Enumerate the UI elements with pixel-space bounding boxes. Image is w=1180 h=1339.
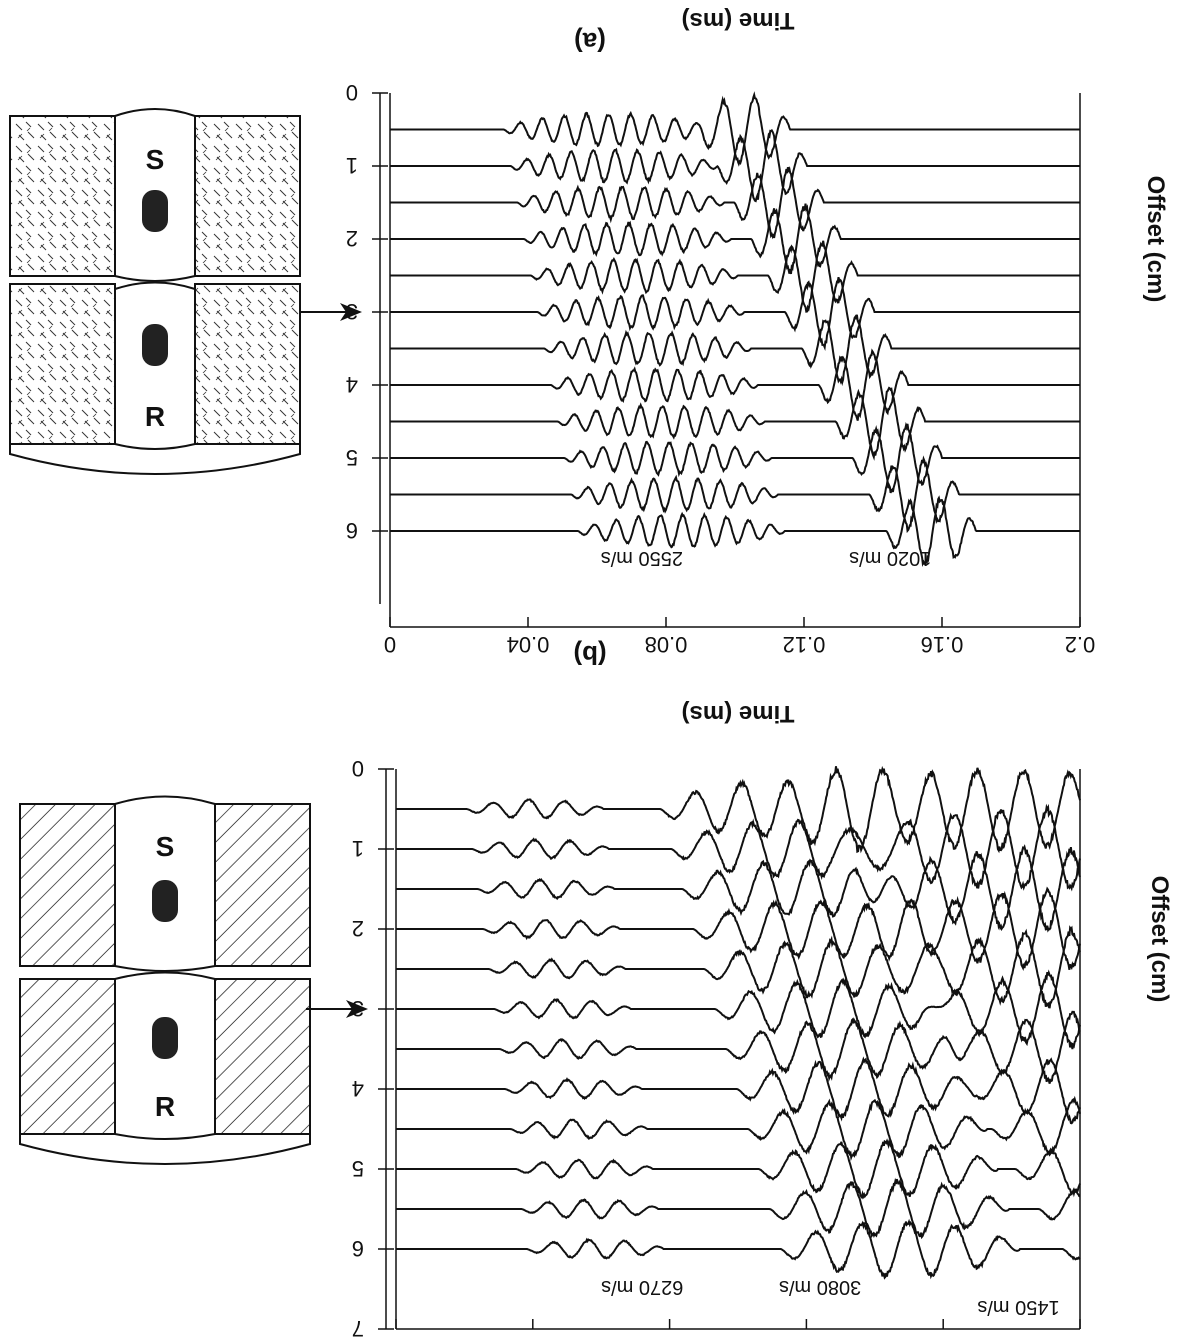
offset-tick-label: 5 xyxy=(352,1156,364,1181)
offset-tick-label: 6 xyxy=(346,518,358,543)
panel-b-formation-right-upper xyxy=(9,115,116,277)
panel-a-source-transducer xyxy=(152,880,178,922)
panel-a-label: (a) xyxy=(574,27,606,57)
offset-tick-label: 4 xyxy=(346,372,358,397)
panel-b-label: (b) xyxy=(573,640,606,670)
panel-b-plot-frame xyxy=(389,93,1081,628)
time-tick-label: 0 xyxy=(390,1334,402,1339)
waveform-trace xyxy=(390,240,1080,313)
time-tick-label: 0.2 xyxy=(1065,632,1096,657)
panel-b-ylabel: Offset (cm) xyxy=(1146,876,1173,1003)
panel-a-velocity-labels: 6270 m/s 3080 m/s 1450 m/s xyxy=(601,1276,1059,1318)
waveform-trace xyxy=(396,1218,1081,1280)
panel-b-tool-diagram: R S xyxy=(9,108,301,475)
time-tick-label: 0.08 xyxy=(645,632,688,657)
waveform-trace xyxy=(390,203,1080,275)
offset-tick-label: 2 xyxy=(352,916,364,941)
panel-a-x-ticks: 0 0.02 0.04 0.06 0.08 0.1 xyxy=(390,1319,1095,1339)
waveform-trace xyxy=(396,1138,1081,1200)
panel-a-formation-left-upper xyxy=(214,803,311,967)
time-tick-label: 0.08 xyxy=(922,1334,965,1339)
time-tick-label: 0 xyxy=(384,632,396,657)
offset-tick-label: 0 xyxy=(352,756,364,781)
waveform-trace xyxy=(396,886,1081,971)
time-tick-label: 0.02 xyxy=(511,1334,554,1339)
offset-arrow-head xyxy=(346,1000,368,1018)
velocity-label: 3080 m/s xyxy=(779,1276,861,1298)
panel-b-formation-left-upper xyxy=(194,115,301,277)
time-tick-label: 0.06 xyxy=(785,1334,828,1339)
panel-a-receiver-label: R xyxy=(155,1091,175,1122)
panel-b-traces xyxy=(390,91,1080,568)
panel-a-formation-left-lower xyxy=(214,978,311,1135)
panel-a-tool-diagram: R S xyxy=(19,795,311,1165)
panel-b-x-ticks: 0 0.04 0.08 0.12 0.16 0.2 xyxy=(384,617,1095,657)
velocity-label: 2550 m/s xyxy=(601,547,683,569)
panel-a-y-ticks: 01234567 xyxy=(352,756,394,1339)
waveform-trace xyxy=(390,314,1080,387)
waveform-trace xyxy=(396,844,1081,933)
waveform-trace xyxy=(396,1010,1081,1084)
panel-a-formation-right-upper xyxy=(19,803,116,967)
panel-a: 01234567 00.020.040.060.080.1 6270 m/s30… xyxy=(306,27,1169,1339)
waveform-trace xyxy=(390,421,1080,494)
offset-tick-label: 2 xyxy=(346,226,358,251)
waveform-trace xyxy=(396,765,1081,854)
panel-b-tool-bottom-cap xyxy=(9,443,301,475)
time-tick-label: 0.04 xyxy=(507,632,550,657)
offset-tick-label: 0 xyxy=(346,80,358,105)
panel-b-velocity-labels: 2550 m/s 1020 m/s xyxy=(601,547,932,569)
panel-a-xlabel: Time (ms) xyxy=(682,700,795,727)
waveform-trace xyxy=(396,803,1081,892)
waveform-trace xyxy=(390,128,1080,203)
time-tick-label: 0.04 xyxy=(648,1334,691,1339)
panel-a-arrow xyxy=(306,1000,368,1018)
waveform-trace xyxy=(390,386,1080,461)
panel-b-source-label: S xyxy=(146,144,165,175)
velocity-label: 1450 m/s xyxy=(977,1296,1059,1318)
panel-b-formation-left-lower xyxy=(194,283,301,445)
panel-b: 0123456 00.040.080.120.160.2 2550 m/s102… xyxy=(300,7,1173,1002)
panel-b-source-transducer xyxy=(142,190,168,232)
time-tick-label: 0.16 xyxy=(921,632,964,657)
waveform-trace xyxy=(396,969,1081,1050)
panel-a-receiver-transducer xyxy=(152,1017,178,1059)
panel-a-traces xyxy=(396,765,1081,1280)
waveform-trace xyxy=(396,1177,1081,1240)
panel-a-formation-right-lower xyxy=(19,978,116,1135)
offset-tick-label: 4 xyxy=(352,1076,364,1101)
panel-b-xlabel: Time (ms) xyxy=(682,7,795,34)
offset-tick-label: 1 xyxy=(352,836,364,861)
panel-b-arrow xyxy=(300,303,362,321)
waveform-trace xyxy=(390,455,1080,534)
offset-tick-label: 6 xyxy=(352,1236,364,1261)
waveform-trace xyxy=(390,348,1080,421)
panel-b-receiver-label: R xyxy=(145,401,165,432)
panel-a-source-label: S xyxy=(156,831,175,862)
panel-b-formation-right-lower xyxy=(9,283,116,445)
offset-arrow-head xyxy=(340,303,362,321)
waveform-trace xyxy=(396,925,1081,1009)
waveform-trace xyxy=(390,495,1080,568)
offset-tick-label: 7 xyxy=(352,1316,364,1339)
time-tick-label: 0.1 xyxy=(1065,1334,1096,1339)
velocity-label: 6270 m/s xyxy=(601,1276,683,1298)
velocity-label: 1020 m/s xyxy=(849,547,931,569)
waveform-trace xyxy=(390,276,1080,352)
waveform-trace xyxy=(390,166,1080,240)
time-tick-label: 0.12 xyxy=(783,632,826,657)
waveform-trace xyxy=(396,1095,1081,1162)
waveform-trace xyxy=(396,1056,1081,1125)
panel-b-receiver-transducer xyxy=(142,324,168,366)
panel-a-ylabel: Offset (cm) xyxy=(1142,176,1169,303)
offset-tick-label: 5 xyxy=(346,445,358,470)
panel-a-tool-bottom-cap xyxy=(19,1133,311,1165)
panel-b-y-ticks: 0123456 xyxy=(346,80,388,604)
offset-tick-label: 1 xyxy=(346,153,358,178)
